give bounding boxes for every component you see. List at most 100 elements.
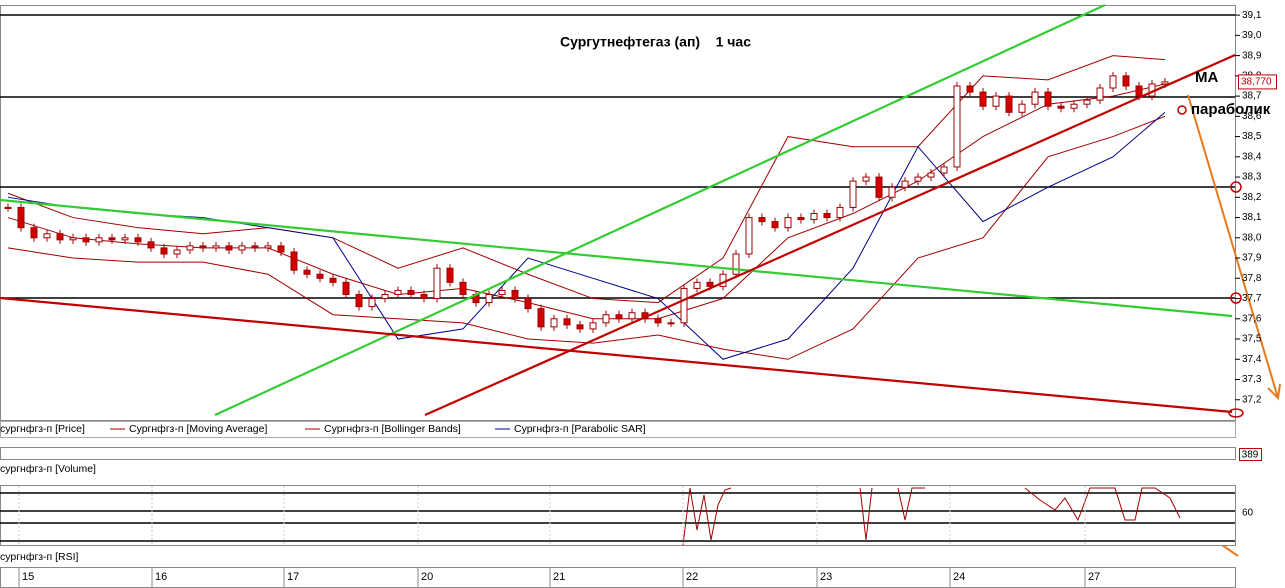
x-tick-label: 20 (421, 571, 433, 583)
candle (862, 176, 870, 182)
candle (199, 245, 207, 249)
legend-entry: Сургнфгз-п [Parabolic SAR] (514, 423, 646, 435)
candle (1122, 75, 1130, 87)
y-tick-label: 38,6 (1242, 111, 1262, 122)
candle (810, 213, 818, 221)
y-tick-label: 37,8 (1242, 273, 1262, 284)
candle (368, 298, 376, 308)
candle (394, 289, 402, 295)
candle (550, 318, 558, 328)
candle (69, 237, 77, 241)
candle (134, 237, 142, 243)
candle (4, 206, 12, 209)
y-tick-label: 37,4 (1242, 354, 1262, 365)
candle (628, 312, 636, 320)
chart-title: Сургутнефтегаз (ап) 1 час (560, 34, 751, 50)
y-tick-label: 38,9 (1242, 50, 1262, 61)
y-tick-label: 38,0 (1242, 232, 1262, 243)
last-price-box (1238, 74, 1277, 90)
x-tick-label: 23 (820, 571, 832, 583)
candle (277, 245, 285, 253)
candle (108, 237, 116, 241)
candle (1031, 91, 1039, 105)
candle (1044, 91, 1052, 107)
candle (303, 269, 311, 275)
y-tick-label: 39,0 (1242, 30, 1262, 41)
candle (1018, 103, 1026, 113)
candle (1057, 105, 1065, 109)
candle (381, 293, 389, 300)
candle (927, 172, 935, 178)
candle (498, 289, 506, 295)
candle (238, 245, 246, 251)
candle (1109, 75, 1117, 89)
candle (43, 233, 51, 239)
candle (992, 95, 1000, 107)
volume-box (1239, 448, 1262, 461)
x-tick-label: 27 (1088, 571, 1100, 583)
y-tick-label: 38,2 (1242, 192, 1262, 203)
candle (732, 253, 740, 275)
annotation: параболик (1191, 101, 1271, 118)
candle (212, 245, 220, 249)
legend-entry: Сургнфгз-п [Bollinger Bands] (324, 423, 461, 435)
candle (511, 289, 519, 300)
y-tick-label: 37,2 (1242, 394, 1262, 405)
candle (1161, 81, 1169, 85)
candle (797, 217, 805, 221)
candle (485, 293, 493, 304)
candle (693, 281, 701, 289)
candle (576, 324, 584, 330)
candle (225, 245, 233, 251)
candle (771, 221, 779, 229)
candle (875, 176, 883, 198)
candle (836, 206, 844, 219)
rsi-line (682, 487, 732, 546)
x-tick-label: 24 (953, 571, 965, 583)
candle (30, 227, 38, 239)
rsi-legend: сургнфгз-п [RSI] (0, 551, 79, 563)
candle (524, 298, 532, 310)
candle (251, 245, 259, 249)
candle (563, 318, 571, 326)
candle (121, 237, 129, 241)
candle (680, 287, 688, 324)
volume-legend: сургнфгз-п [Volume] (0, 463, 96, 475)
candle (1005, 95, 1013, 113)
level-markers (1177, 105, 1244, 418)
rsi-tick-label: 60 (1242, 508, 1254, 519)
rsi-panel (0, 485, 1236, 546)
x-tick-label: 15 (22, 571, 34, 583)
y-tick-label: 38,7 (1242, 91, 1262, 102)
candle (459, 281, 467, 295)
candle (147, 241, 155, 249)
legend-entry: сургнфгз-п [Price] (0, 423, 85, 435)
candle (95, 237, 103, 243)
candle (745, 217, 753, 255)
candle (940, 166, 948, 174)
candle (914, 176, 922, 182)
y-tick-label: 39,1 (1242, 10, 1262, 21)
last-price-label: 38,770 (1241, 77, 1272, 88)
candle (173, 249, 181, 255)
indicator-line (7, 111, 1166, 360)
price-panel (0, 5, 1236, 421)
candle (654, 318, 662, 324)
rsi-line (897, 487, 925, 521)
candle (589, 322, 597, 330)
candle (160, 247, 168, 255)
candle (784, 217, 792, 229)
rsi-line (1024, 487, 1181, 522)
legend-entry: Сургнфгз-п [Moving Average] (129, 423, 267, 435)
candle (56, 233, 64, 241)
volume-last: 389 (1242, 450, 1259, 461)
rsi-line (859, 487, 873, 541)
candle (953, 85, 961, 168)
volume-panel (0, 447, 1236, 460)
y-tick-label: 37,6 (1242, 313, 1262, 324)
candle (290, 251, 298, 271)
candle (342, 281, 350, 295)
y-tick-label: 38,4 (1242, 151, 1262, 162)
annotation: MA (1195, 69, 1218, 86)
candle (706, 281, 714, 287)
